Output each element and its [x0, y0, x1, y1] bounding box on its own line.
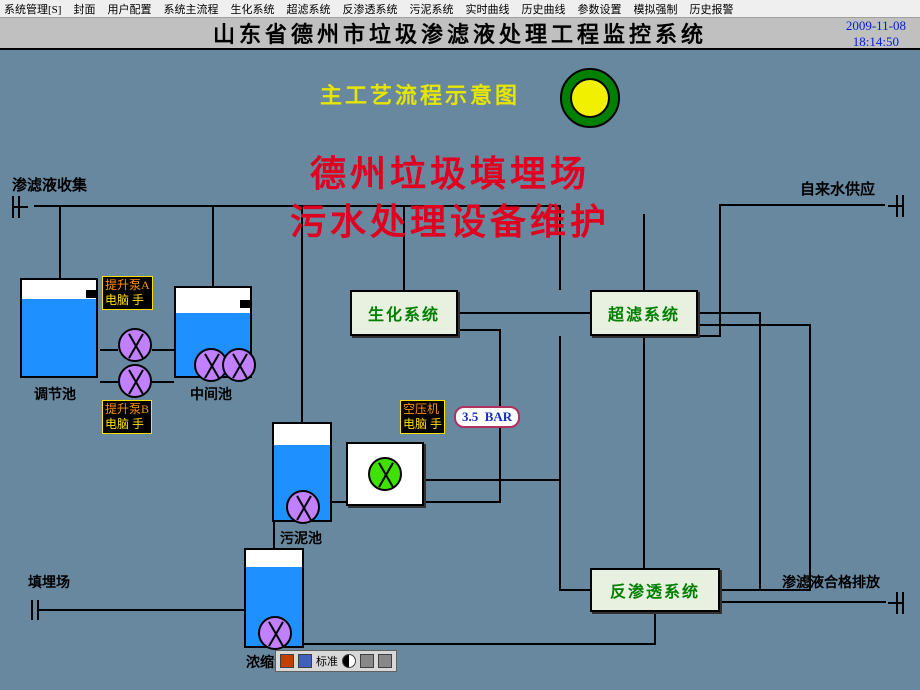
toolbar-icon[interactable] — [298, 654, 312, 668]
menu-item[interactable]: 历史报警 — [689, 1, 733, 17]
label-landfill: 填埋场 — [28, 572, 70, 592]
floating-toolbar[interactable]: 标准 — [275, 650, 397, 672]
tank-adjust[interactable] — [20, 278, 98, 378]
menu-item[interactable]: 系统管理[S] — [4, 1, 61, 17]
compressor-title: 空压机 — [403, 402, 442, 417]
pressure-value: 3.5 — [462, 409, 478, 424]
header-bar: 山东省德州市垃圾渗滤液处理工程监控系统 2009-11-08 18:14:50 — [0, 18, 920, 50]
compressor-pump-icon — [368, 457, 402, 491]
discharge-cap-icon — [888, 592, 904, 614]
label-tap-water: 自来水供应 — [800, 178, 875, 199]
lift-pump-a-icon[interactable] — [118, 328, 152, 362]
status-indicator-icon — [560, 68, 620, 128]
overlay-message: 德州垃圾填埋场 污水处理设备维护 — [290, 150, 610, 246]
lift-pump-a-title: 提升泵A — [105, 278, 150, 293]
menu-item[interactable]: 实时曲线 — [465, 1, 509, 17]
overlay-line2: 污水处理设备维护 — [290, 198, 610, 246]
pump-sludge-icon[interactable] — [286, 490, 320, 524]
inlet-cap-icon — [12, 196, 28, 218]
menu-item[interactable]: 用户配置 — [107, 1, 151, 17]
menu-item[interactable]: 系统主流程 — [163, 1, 218, 17]
menu-item[interactable]: 反渗透系统 — [342, 1, 397, 17]
overlay-line1: 德州垃圾填埋场 — [290, 150, 610, 198]
lift-pump-b-title: 提升泵B — [105, 402, 149, 417]
menu-item[interactable]: 污泥系统 — [409, 1, 453, 17]
lift-pump-b-info[interactable]: 提升泵B 电脑 手 — [102, 400, 152, 434]
header-date: 2009-11-08 — [846, 18, 906, 34]
label-discharge: 渗滤液合格排放 — [782, 572, 880, 592]
tapwater-cap-icon — [888, 195, 904, 217]
menu-item[interactable]: 模拟强制 — [633, 1, 677, 17]
toolbar-icon[interactable] — [378, 654, 392, 668]
menu-item[interactable]: 超滤系统 — [286, 1, 330, 17]
menu-item[interactable]: 参数设置 — [577, 1, 621, 17]
ro-system-box[interactable]: 反渗透系统 — [590, 568, 720, 612]
menu-bar: 系统管理[S] 封面 用户配置 系统主流程 生化系统 超滤系统 反渗透系统 污泥… — [0, 0, 920, 18]
toolbar-icon[interactable] — [342, 654, 356, 668]
uf-system-box[interactable]: 超滤系统 — [590, 290, 698, 336]
menu-item[interactable]: 历史曲线 — [521, 1, 565, 17]
lift-pump-b-icon[interactable] — [118, 364, 152, 398]
pressure-readout: 3.5 BAR — [454, 406, 520, 428]
toolbar-icon[interactable] — [280, 654, 294, 668]
lift-pump-a-info[interactable]: 提升泵A 电脑 手 — [102, 276, 153, 310]
page-title: 山东省德州市垃圾渗滤液处理工程监控系统 — [213, 17, 707, 49]
header-time: 18:14:50 — [846, 34, 906, 50]
lift-pump-a-mode: 电脑 手 — [105, 293, 150, 308]
toolbar-icon[interactable] — [360, 654, 374, 668]
process-canvas: 主工艺流程示意图 德州垃圾填埋场 污水处理设备维护 渗滤液收集 自来水供应 调节… — [0, 50, 920, 690]
canvas-subtitle: 主工艺流程示意图 — [320, 78, 520, 110]
menu-item[interactable]: 封面 — [73, 1, 95, 17]
label-tank-adjust: 调节池 — [34, 384, 76, 404]
compressor-mode: 电脑 手 — [403, 417, 442, 432]
pressure-unit: BAR — [485, 409, 512, 424]
compressor-info[interactable]: 空压机 电脑 手 — [400, 400, 445, 434]
label-leachate-collect: 渗滤液收集 — [12, 174, 87, 195]
pump-conc-icon[interactable] — [258, 616, 292, 650]
menu-item[interactable]: 生化系统 — [230, 1, 274, 17]
toolbar-label: 标准 — [316, 653, 338, 669]
lift-pump-b-mode: 电脑 手 — [105, 417, 149, 432]
bio-system-box[interactable]: 生化系统 — [350, 290, 458, 336]
header-datetime: 2009-11-08 18:14:50 — [846, 18, 906, 50]
label-tank-sludge: 污泥池 — [280, 528, 322, 548]
label-tank-mid: 中间池 — [190, 384, 232, 404]
pump-mid-2-icon[interactable] — [222, 348, 256, 382]
compressor-box[interactable] — [346, 442, 424, 506]
